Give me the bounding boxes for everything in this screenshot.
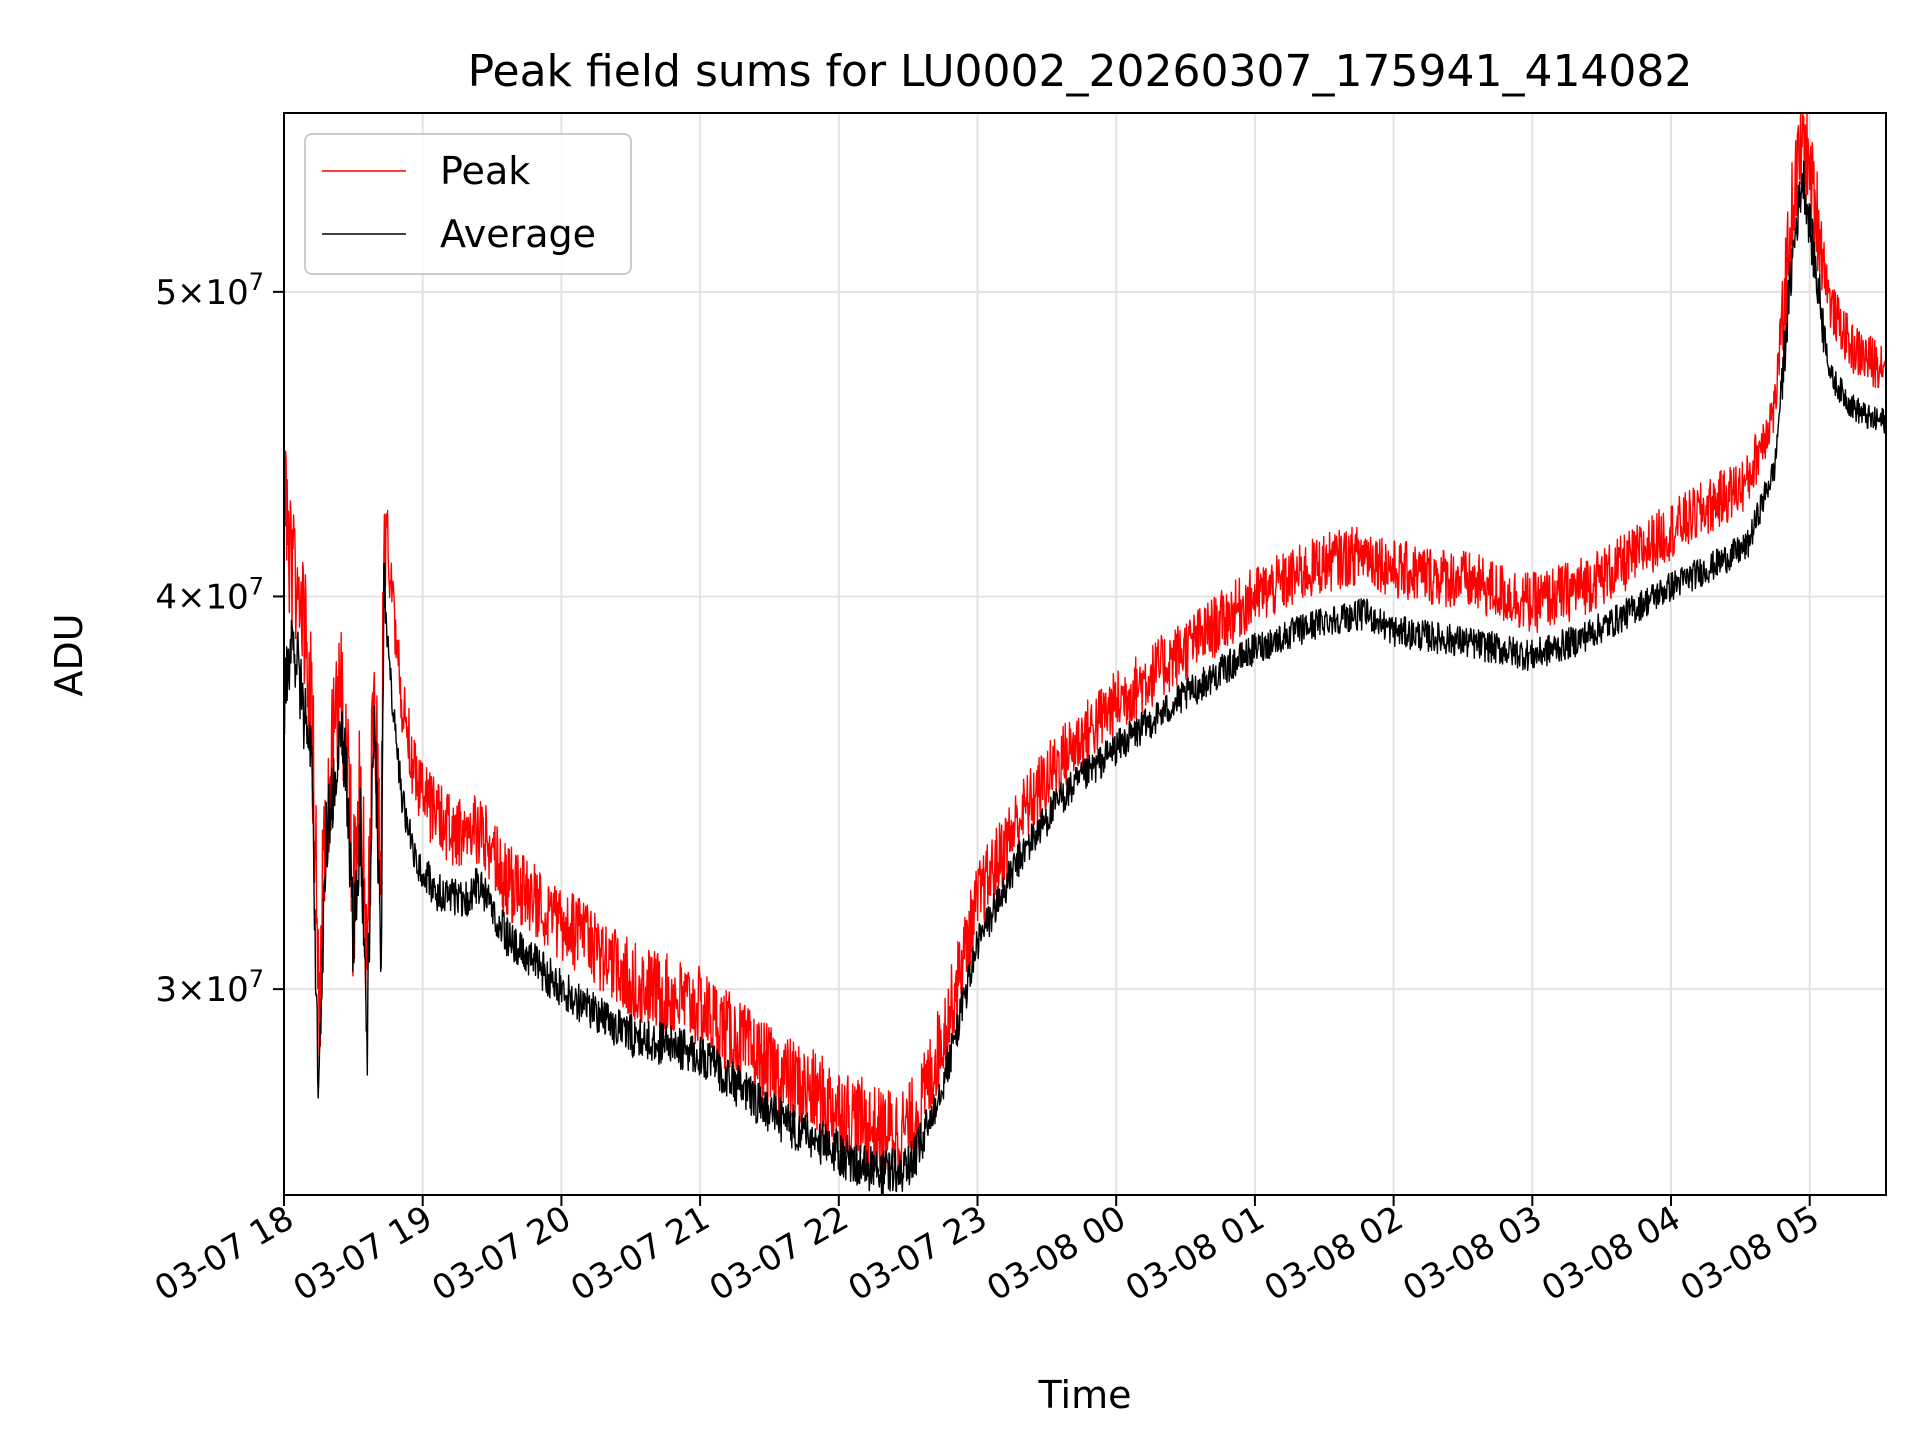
legend: Peak Average: [304, 133, 632, 275]
series-group: [284, 113, 1886, 1195]
y-tick-label: 3×107: [155, 965, 264, 1010]
legend-label-average: Average: [440, 212, 596, 256]
legend-box: [304, 133, 632, 275]
chart-title: Peak field sums for LU0002_20260307_1759…: [468, 46, 1693, 97]
x-axis-label: Time: [1038, 1373, 1132, 1417]
series-line-average: [284, 160, 1886, 1195]
plot-area-frame: [283, 112, 1887, 1196]
y-tick-label: 4×107: [155, 572, 264, 617]
series-line-peak: [284, 113, 1886, 1176]
y-axis-label: ADU: [47, 613, 91, 696]
y-tick-label: 5×107: [155, 268, 264, 313]
legend-label-peak: Peak: [440, 149, 530, 193]
y-axis: 3×107 4×107 5×107: [155, 268, 284, 1010]
